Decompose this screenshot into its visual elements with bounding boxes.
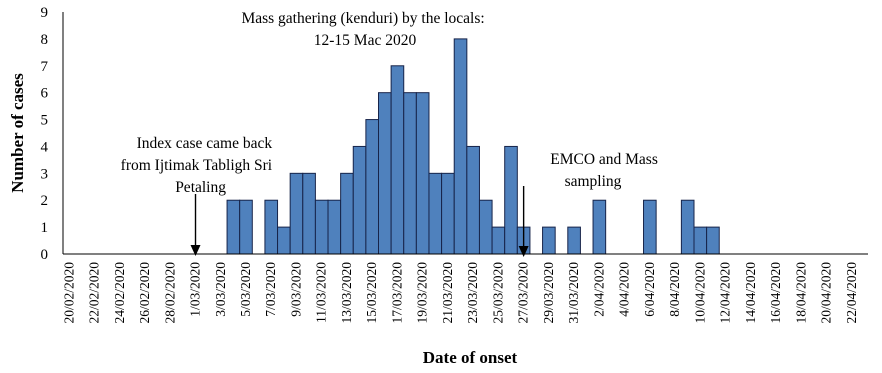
y-tick-label: 6 (41, 86, 49, 102)
x-tick-labels: 20/02/2020 22/02/2020 24/02/2020 26/02/2020… (61, 262, 858, 324)
x-tick-label: 6/04/2020 (642, 262, 657, 317)
bar (466, 145, 480, 255)
x-tick-label: 27/03/2020 (516, 262, 531, 324)
bar (643, 199, 657, 255)
bars-group (226, 38, 720, 255)
x-tick-label: 29/03/2020 (541, 262, 556, 324)
x-tick-label: 8/04/2020 (667, 262, 682, 317)
x-tick-label: 28/02/2020 (162, 262, 177, 324)
bar (365, 119, 380, 255)
x-tick-label: 3/03/2020 (213, 262, 228, 317)
x-tick-label: 21/03/2020 (440, 262, 455, 324)
bar (277, 226, 291, 255)
bar (340, 172, 354, 255)
bar (390, 65, 405, 255)
y-tick-label: 4 (41, 139, 49, 155)
bar (478, 199, 493, 255)
bar (314, 199, 329, 255)
x-tick-label: 20/02/2020 (61, 262, 76, 324)
y-axis-title: Number of cases (8, 73, 27, 193)
x-tick-label: 22/04/2020 (844, 262, 859, 324)
annotation-mass-gathering: Mass gathering (kenduri) by the locals: … (241, 10, 488, 49)
bar (239, 199, 253, 255)
bar (352, 145, 367, 255)
x-tick-label: 14/04/2020 (743, 262, 758, 324)
y-tick-label: 8 (41, 32, 49, 48)
bar (226, 199, 241, 255)
annotation-index-case: Index case came back from Ijtimak Tablig… (121, 135, 276, 196)
bar (264, 199, 279, 255)
x-tick-label: 26/02/2020 (137, 262, 152, 324)
x-tick-label: 10/04/2020 (692, 262, 707, 324)
bar (415, 92, 430, 255)
x-tick-label: 17/03/2020 (389, 262, 404, 324)
bar (403, 92, 417, 255)
bar (428, 172, 443, 255)
x-tick-label: 24/02/2020 (112, 262, 127, 324)
y-tick-label: 5 (41, 113, 49, 129)
bar (441, 172, 455, 255)
bar (327, 199, 342, 255)
bar (289, 172, 304, 255)
bar (706, 226, 720, 255)
x-tick-label: 25/03/2020 (490, 262, 505, 324)
x-tick-label: 22/02/2020 (87, 262, 102, 324)
bar (302, 172, 316, 255)
x-tick-label: 20/04/2020 (819, 262, 834, 324)
y-tick-label: 0 (41, 247, 49, 263)
x-tick-label: 4/04/2020 (617, 262, 632, 317)
bar (567, 226, 581, 255)
y-tick-label: 3 (41, 166, 49, 182)
bar (693, 226, 708, 255)
x-tick-label: 5/03/2020 (238, 262, 253, 317)
bar (592, 199, 607, 255)
x-tick-label: 12/04/2020 (718, 262, 733, 324)
y-tick-label: 9 (41, 5, 49, 21)
x-tick-label: 16/04/2020 (768, 262, 783, 324)
x-tick-label: 9/03/2020 (288, 262, 303, 317)
x-tick-label: 2/04/2020 (591, 262, 606, 317)
x-tick-label: 11/03/2020 (314, 262, 329, 323)
annotation-emco: EMCO and Mass sampling (550, 151, 662, 190)
y-tick-label: 7 (41, 59, 49, 75)
bar (504, 145, 518, 255)
y-tick-label: 2 (41, 193, 49, 209)
annotation-arrows (190, 186, 529, 257)
arrow-head (190, 245, 201, 256)
x-tick-label: 13/03/2020 (339, 262, 354, 324)
x-tick-label: 19/03/2020 (415, 262, 430, 324)
bar (453, 38, 468, 255)
x-tick-label: 7/03/2020 (263, 262, 278, 317)
bar (378, 92, 392, 255)
x-tick-label: 18/04/2020 (793, 262, 808, 324)
arrow-head (518, 246, 529, 257)
y-tick-labels: 0 1 2 3 4 5 6 7 8 9 (41, 5, 49, 263)
bar (491, 226, 506, 255)
x-tick-label: 31/03/2020 (566, 262, 581, 324)
bar (680, 199, 695, 255)
bar (542, 226, 556, 255)
x-tick-label: 1/03/2020 (188, 262, 203, 317)
x-tick-label: 15/03/2020 (364, 262, 379, 324)
x-axis-title: Date of onset (423, 348, 518, 367)
y-tick-label: 1 (41, 220, 49, 236)
x-tick-label: 23/03/2020 (465, 262, 480, 324)
